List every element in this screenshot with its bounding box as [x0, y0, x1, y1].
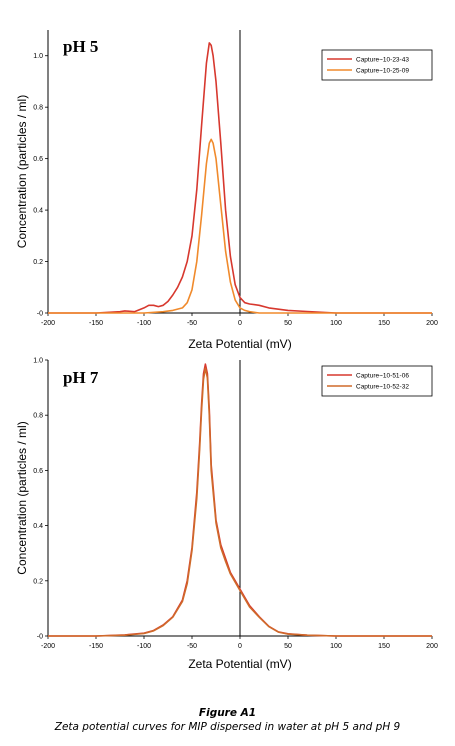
figure-caption-text: Zeta potential curves for MIP dispersed …	[54, 721, 401, 733]
x-tick-label: -150	[89, 320, 103, 327]
x-tick-label: -200	[41, 643, 55, 650]
y-tick-label: -0	[37, 634, 43, 641]
panel-annotation: pH 5	[63, 37, 98, 56]
x-tick-label: -50	[187, 643, 197, 650]
y-axis-label: Concentration (particles / ml)	[15, 95, 29, 248]
x-tick-label: 50	[284, 643, 292, 650]
legend-entry: Capture~10-51-06	[356, 372, 409, 379]
y-tick-label: 0.8	[33, 413, 43, 420]
legend-entry: Capture~10-23-43	[356, 56, 409, 63]
x-tick-label: 50	[284, 320, 292, 327]
legend-box	[321, 365, 433, 397]
x-axis-label: Zeta Potential (mV)	[188, 337, 291, 351]
y-tick-label: 0.2	[33, 578, 43, 585]
x-tick-label: 0	[238, 643, 242, 650]
series-line-2	[48, 138, 432, 314]
y-tick-label: 0.4	[33, 208, 43, 215]
legend-entry: Capture~10-52-32	[356, 383, 409, 390]
series-line-1	[48, 42, 432, 314]
y-tick-label: 0.2	[33, 259, 43, 266]
y-tick-label: 0.8	[33, 105, 43, 112]
x-tick-label: -100	[137, 320, 151, 327]
x-tick-label: 200	[426, 320, 438, 327]
y-tick-label: 1.0	[33, 53, 43, 60]
legend-entry: Capture~10-25-09	[356, 67, 409, 74]
x-axis-label: Zeta Potential (mV)	[188, 657, 291, 671]
x-tick-label: -200	[41, 320, 55, 327]
figure-caption: Figure A1 Zeta potential curves for MIP …	[0, 706, 455, 734]
x-tick-label: -150	[89, 643, 103, 650]
y-axis-label: Concentration (particles / ml)	[15, 421, 29, 574]
chart-panel-ph5: -200 -150 -100 -50 0 50 100 150 200 -0 0.2 0.4 0.6 0.…	[15, 30, 438, 351]
x-tick-label: 0	[238, 320, 242, 327]
y-tick-label: 0.6	[33, 468, 43, 475]
chart-panel-ph7: -200 -150 -100 -50 0 50 100 150 200 -0 0.2 0.4 0.6 0.…	[15, 358, 438, 672]
x-tick-label: -100	[137, 643, 151, 650]
x-tick-label: 150	[378, 643, 390, 650]
series-line-2	[48, 367, 432, 637]
y-tick-label: 0.4	[33, 523, 43, 530]
y-tick-label: 0.6	[33, 156, 43, 163]
y-tick-label: -0	[37, 311, 43, 318]
figure-label: Figure A1	[198, 707, 257, 719]
x-tick-label: 100	[330, 320, 342, 327]
legend-box	[321, 49, 433, 81]
x-tick-label: -50	[187, 320, 197, 327]
y-tick-label: 1.0	[33, 358, 43, 365]
panel-annotation: pH 7	[63, 368, 99, 387]
x-tick-label: 200	[426, 643, 438, 650]
x-tick-label: 100	[330, 643, 342, 650]
x-tick-label: 150	[378, 320, 390, 327]
